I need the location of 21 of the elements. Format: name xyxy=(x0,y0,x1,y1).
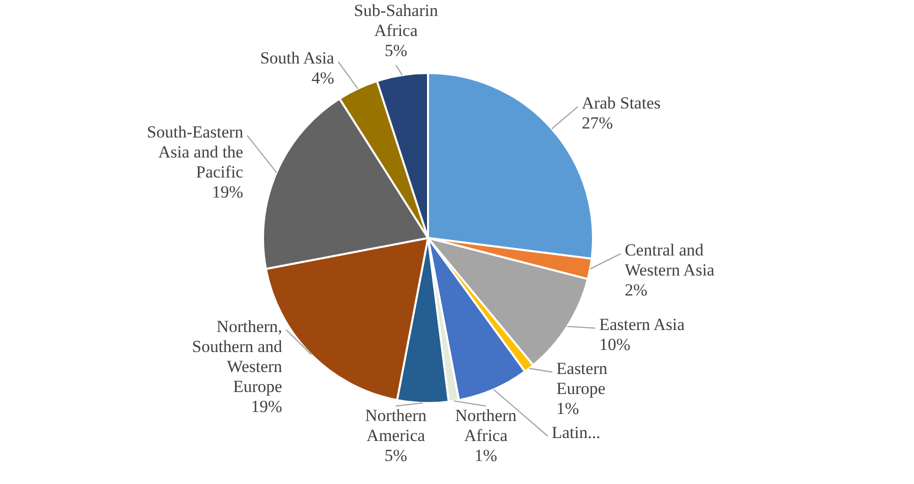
slice-label: South Asia xyxy=(260,48,335,68)
data-label: 19% xyxy=(212,182,244,202)
slice-label: Arab States xyxy=(582,94,661,113)
slice-label: Northern America xyxy=(365,406,427,445)
data-label: 1% xyxy=(474,446,498,465)
slice-label: Eastern Europe xyxy=(556,359,608,398)
data-label: 10% xyxy=(599,335,630,354)
data-label: 19% xyxy=(251,396,282,416)
slice-label: Central and Western Asia xyxy=(624,240,715,280)
data-label: 27% xyxy=(582,114,613,133)
slice-label: Eastern Asia xyxy=(599,315,686,334)
data-label: 1% xyxy=(556,399,580,418)
slice-label: Northern Africa xyxy=(455,406,517,445)
data-label: 5% xyxy=(384,446,408,465)
slice-label: Latin... xyxy=(552,423,600,442)
data-label: 4% xyxy=(312,68,334,88)
data-label: 2% xyxy=(624,280,648,300)
slice-label: South-Eastern Asia and the Pacific xyxy=(146,122,244,182)
slice-label: Sub-Saharin Africa xyxy=(354,1,438,40)
slice-label: Northern, Southern and Western Europe xyxy=(192,316,283,396)
data-label: 5% xyxy=(384,41,408,60)
